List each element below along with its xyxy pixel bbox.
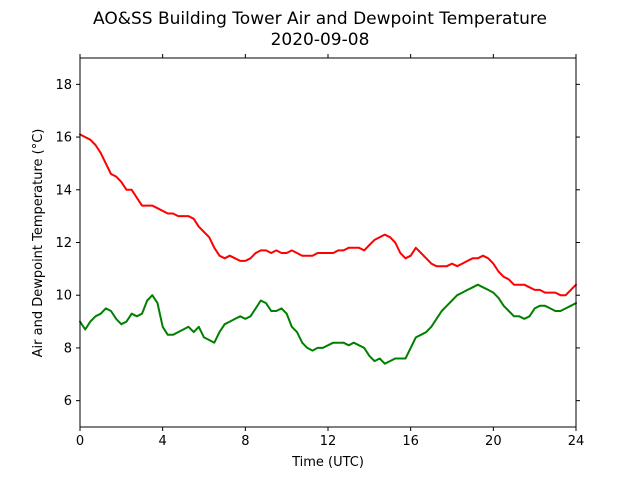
dewpoint-temperature-line bbox=[79, 283, 577, 365]
x-tick-label: 4 bbox=[159, 434, 167, 449]
x-tick-label: 16 bbox=[402, 434, 419, 449]
y-tick-label: 12 bbox=[55, 236, 72, 251]
x-tick-label: 8 bbox=[241, 434, 249, 449]
x-tick-label: 24 bbox=[568, 434, 585, 449]
y-tick-label: 14 bbox=[55, 183, 72, 198]
series-layer bbox=[79, 133, 577, 365]
x-tick-label: 12 bbox=[320, 434, 337, 449]
x-tick-label: 20 bbox=[485, 434, 502, 449]
plot-frame bbox=[79, 57, 577, 428]
x-tick-label: 0 bbox=[76, 434, 84, 449]
ticks-layer: 0 4 8 12 16 20 24 6 8 10 12 14 16 18 bbox=[55, 54, 584, 449]
y-tick-label: 8 bbox=[64, 341, 72, 356]
chart-subtitle: 2020-09-08 bbox=[271, 30, 370, 50]
y-tick-label: 6 bbox=[64, 394, 72, 409]
y-tick-label: 18 bbox=[55, 78, 72, 93]
air-temperature-line bbox=[79, 133, 577, 297]
y-axis-label: Air and Dewpoint Temperature (°C) bbox=[31, 129, 46, 358]
y-tick-label: 10 bbox=[55, 289, 72, 304]
x-axis-label: Time (UTC) bbox=[291, 455, 364, 470]
chart-title: AO&SS Building Tower Air and Dewpoint Te… bbox=[93, 9, 547, 29]
y-tick-label: 16 bbox=[55, 131, 72, 146]
